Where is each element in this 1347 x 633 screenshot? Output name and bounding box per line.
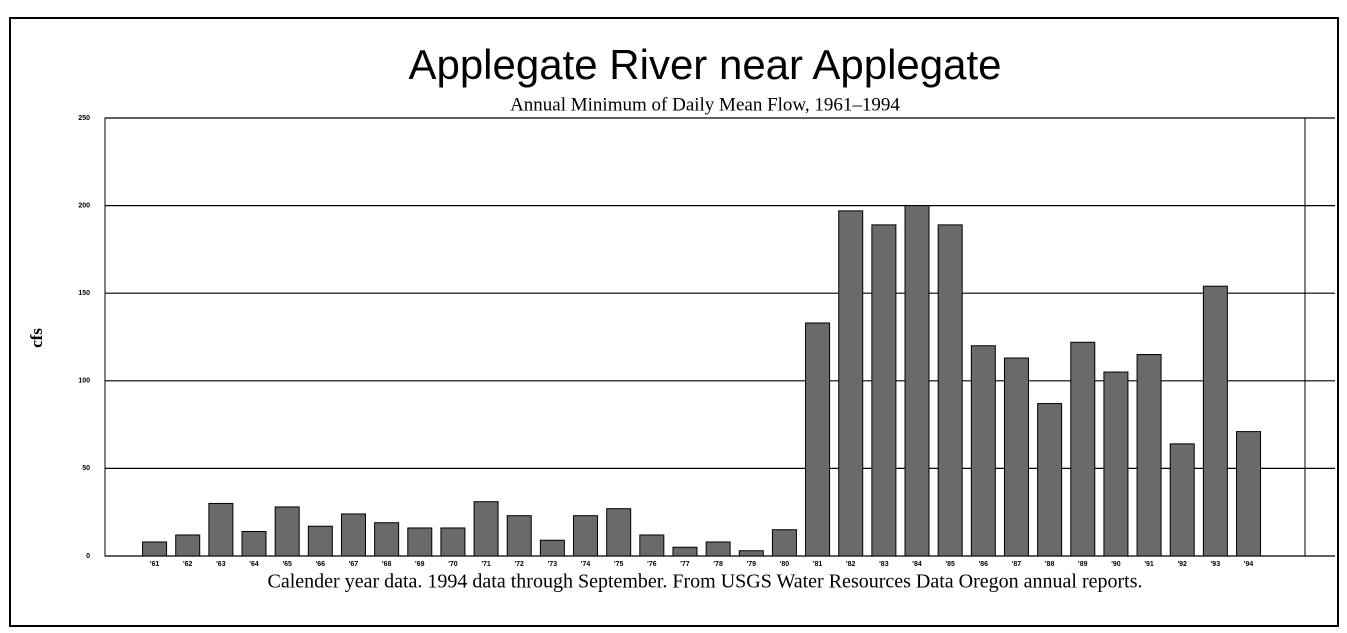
x-tick-label: '62 xyxy=(183,561,193,568)
bar xyxy=(506,515,532,557)
bar xyxy=(407,527,433,557)
x-tick-label: '64 xyxy=(249,561,259,568)
x-tick-label: '94 xyxy=(1244,561,1254,568)
x-tick-label: '75 xyxy=(614,561,624,568)
bar xyxy=(871,224,897,557)
bar xyxy=(1169,443,1195,557)
x-tick-label: '82 xyxy=(846,561,856,568)
bar xyxy=(1136,354,1162,557)
y-tick-label: 0 xyxy=(86,553,90,560)
x-tick-label: '90 xyxy=(1111,561,1121,568)
bar xyxy=(274,506,300,557)
bar xyxy=(573,515,599,557)
bar xyxy=(805,322,831,557)
x-tick-label: '72 xyxy=(514,561,524,568)
frame xyxy=(9,17,1339,627)
bar xyxy=(1070,341,1096,557)
x-tick-label: '84 xyxy=(912,561,922,568)
x-tick-label: '63 xyxy=(216,561,226,568)
bar xyxy=(1103,371,1129,557)
bar xyxy=(142,541,168,557)
x-tick-label: '88 xyxy=(1045,561,1055,568)
x-tick-label: '74 xyxy=(581,561,591,568)
x-tick-label: '92 xyxy=(1177,561,1187,568)
footnote: Calender year data. 1994 data through Se… xyxy=(268,571,1143,593)
x-tick-label: '91 xyxy=(1144,561,1154,568)
bar xyxy=(705,541,731,557)
x-tick-label: '83 xyxy=(879,561,889,568)
x-tick-label: '67 xyxy=(349,561,359,568)
bar xyxy=(539,539,565,557)
x-tick-label: '77 xyxy=(680,561,690,568)
x-tick-label: '86 xyxy=(979,561,989,568)
x-tick-label: '85 xyxy=(945,561,955,568)
x-tick-label: '65 xyxy=(282,561,292,568)
bar xyxy=(606,508,632,557)
x-tick-label: '69 xyxy=(415,561,425,568)
y-tick-label: 200 xyxy=(78,202,90,209)
bar xyxy=(208,502,234,557)
y-tick-label: 250 xyxy=(78,115,90,122)
x-tick-label: '68 xyxy=(382,561,392,568)
y-tick-label: 50 xyxy=(82,465,90,472)
bar xyxy=(838,210,864,557)
x-tick-label: '66 xyxy=(316,561,326,568)
bar xyxy=(970,345,996,557)
bar xyxy=(307,525,333,557)
bar xyxy=(175,534,201,557)
bar xyxy=(672,546,698,557)
chart-subtitle: Annual Minimum of Daily Mean Flow, 1961–… xyxy=(510,94,900,115)
chart-title: Applegate River near Applegate xyxy=(408,41,1001,88)
bar xyxy=(440,527,466,557)
bar xyxy=(473,501,499,557)
bar xyxy=(639,534,665,557)
x-tick-label: '79 xyxy=(747,561,757,568)
x-tick-label: '93 xyxy=(1211,561,1221,568)
bar xyxy=(937,224,963,557)
bar xyxy=(904,205,930,557)
bar xyxy=(1037,403,1063,557)
bar xyxy=(340,513,366,557)
y-tick-label: 100 xyxy=(78,378,90,385)
bar xyxy=(374,522,400,557)
x-tick-label: '80 xyxy=(780,561,790,568)
x-tick-label: '71 xyxy=(481,561,491,568)
bar xyxy=(241,530,267,557)
x-tick-label: '70 xyxy=(448,561,458,568)
y-tick-label: 150 xyxy=(78,290,90,297)
x-tick-label: '89 xyxy=(1078,561,1088,568)
bar xyxy=(771,529,797,557)
x-tick-label: '61 xyxy=(150,561,160,568)
y-axis-label: cfs xyxy=(27,328,46,348)
x-tick-label: '76 xyxy=(647,561,657,568)
x-tick-label: '87 xyxy=(1012,561,1022,568)
x-tick-label: '73 xyxy=(548,561,558,568)
bar xyxy=(1236,431,1262,557)
bar xyxy=(1202,285,1228,557)
x-tick-label: '81 xyxy=(813,561,823,568)
bar xyxy=(738,550,764,557)
bar xyxy=(1003,357,1029,557)
x-tick-label: '78 xyxy=(713,561,723,568)
